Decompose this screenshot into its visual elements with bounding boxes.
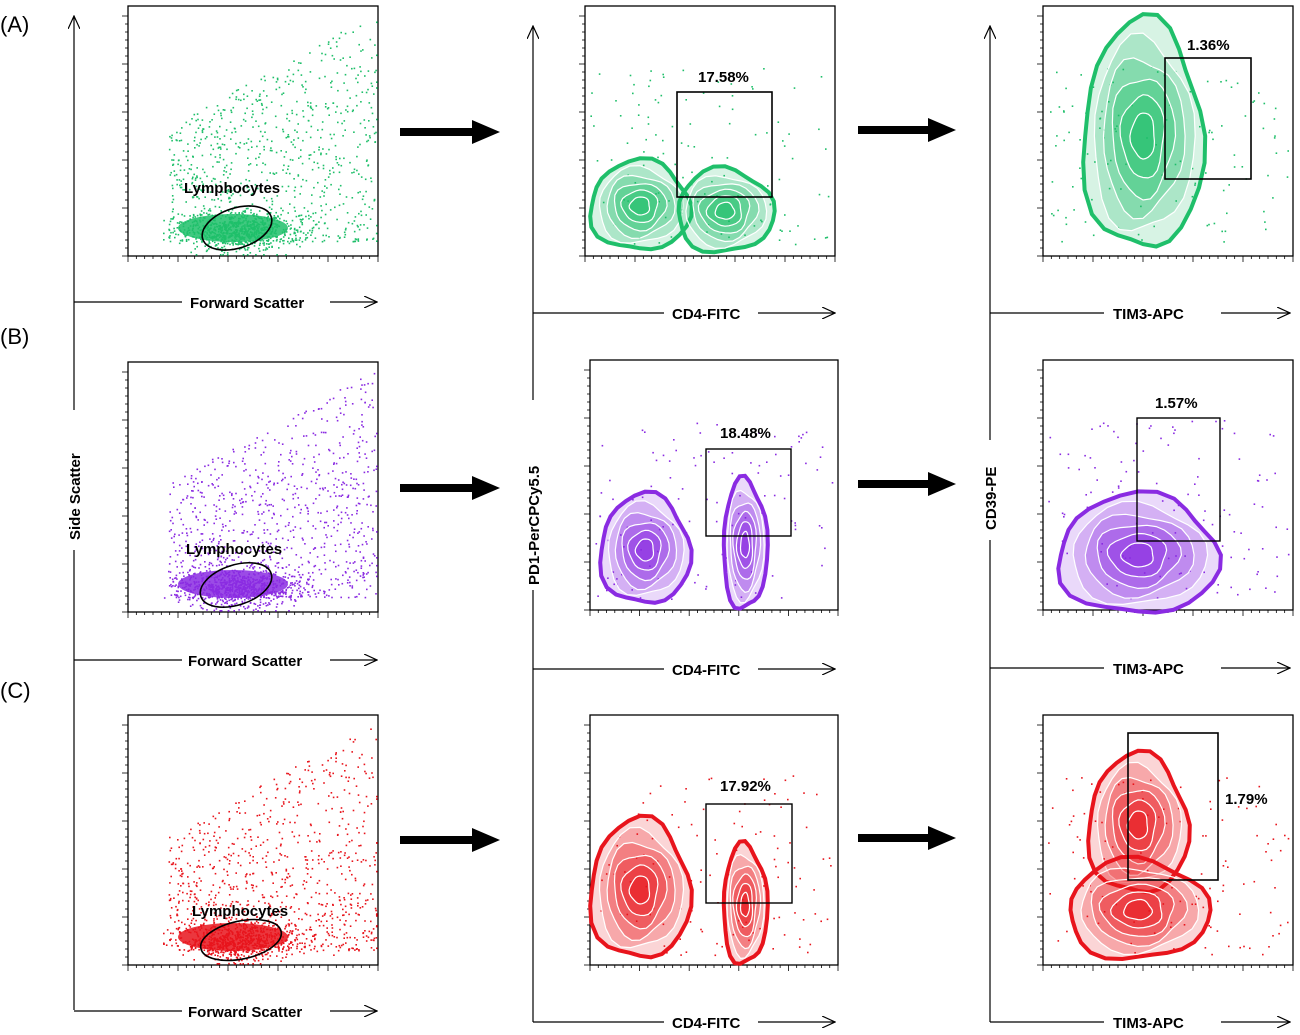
row-label-b: (B) <box>0 324 29 349</box>
cd39-gate-a <box>1164 57 1252 180</box>
pct-label-c2: 17.92% <box>720 778 771 795</box>
contour-plot <box>1056 489 1223 615</box>
lymphocyte-gate-b <box>199 562 273 608</box>
pd1-gate-a <box>676 91 773 198</box>
x-label-tim3-b: TIM3-APC <box>1113 661 1184 678</box>
y-label-cd39: CD39-PE <box>983 467 1000 530</box>
x-label-forward-scatter-a: Forward Scatter <box>190 295 304 312</box>
flow-arrow-a1 <box>400 120 500 144</box>
flow-arrow-b2 <box>858 472 956 496</box>
x-label-tim3-c: TIM3-APC <box>1113 1015 1184 1032</box>
pct-label-b2: 18.48% <box>720 425 771 442</box>
x-label-tim3-a: TIM3-APC <box>1113 306 1184 323</box>
row-label-c: (C) <box>0 678 31 703</box>
lymphocyte-gate-a <box>201 205 273 251</box>
x-label-cd4-a: CD4-FITC <box>672 306 740 323</box>
contour-plot <box>1068 748 1213 962</box>
y-label-pd1: PD1-PerCPCy5.5 <box>526 466 543 585</box>
panel-b-3 <box>1037 359 1294 616</box>
panels <box>122 5 1294 971</box>
x-label-forward-scatter-b: Forward Scatter <box>188 653 302 670</box>
pct-label-c3: 1.79% <box>1225 791 1268 808</box>
pd1-gate-c <box>705 803 793 904</box>
pd1-gate-b <box>705 448 792 537</box>
x-label-cd4-c: CD4-FITC <box>672 1015 740 1032</box>
lymphocyte-label-c: Lymphocytes <box>192 903 288 920</box>
panel-b-2 <box>584 359 839 616</box>
cd39-gate-b <box>1136 417 1221 542</box>
panel-b-1 <box>122 361 379 618</box>
pct-label-a2: 17.58% <box>698 69 749 86</box>
flow-arrow-a2 <box>858 118 956 142</box>
panel-a-2 <box>579 5 836 262</box>
panel-c-1 <box>122 714 379 971</box>
flow-arrows <box>400 118 956 852</box>
flow-arrow-b1 <box>400 476 500 500</box>
row-label-a: (A) <box>0 12 29 37</box>
contour-plot <box>588 813 770 966</box>
panel-c-3 <box>1037 714 1294 971</box>
scatter-points <box>1048 777 1290 956</box>
lymphocyte-label-b: Lymphocytes <box>186 541 282 558</box>
lymphocyte-label-a: Lymphocytes <box>184 180 280 197</box>
lymphocyte-gate-c <box>199 918 283 962</box>
cd39-gate-c <box>1127 732 1219 881</box>
flow-arrow-c1 <box>400 828 500 852</box>
contour-plot <box>588 156 777 255</box>
y-label-side-scatter: Side Scatter <box>67 453 84 540</box>
panel-a-1 <box>122 5 379 262</box>
contour-plot <box>598 473 770 611</box>
axis-labels: Side Scatter PD1-PerCPCy5.5 CD39-PE Forw… <box>64 295 1184 1032</box>
x-label-cd4-b: CD4-FITC <box>672 662 740 679</box>
x-label-forward-scatter-c: Forward Scatter <box>188 1004 302 1021</box>
panel-c-2 <box>584 714 839 971</box>
flow-arrow-c2 <box>858 826 956 850</box>
scatter-points <box>1050 66 1289 243</box>
pct-label-b3: 1.57% <box>1155 395 1198 412</box>
pct-label-a3: 1.36% <box>1187 37 1230 54</box>
gate-annotations: Lymphocytes Lymphocytes Lymphocytes 17.5… <box>184 37 1268 962</box>
